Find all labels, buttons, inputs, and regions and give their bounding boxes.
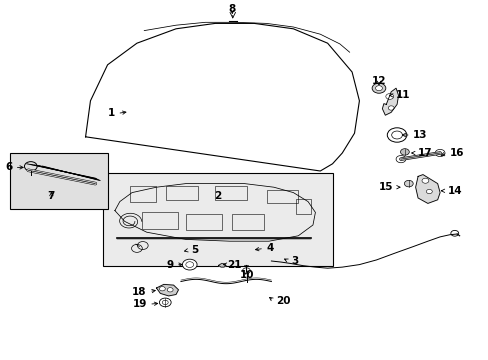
Circle shape: [375, 86, 382, 91]
Polygon shape: [156, 284, 178, 296]
Bar: [185, 214, 222, 230]
Text: 7: 7: [47, 191, 55, 201]
Circle shape: [159, 298, 171, 307]
Text: 20: 20: [276, 296, 290, 306]
Text: 1: 1: [107, 108, 115, 118]
Circle shape: [386, 128, 406, 142]
Circle shape: [182, 259, 197, 270]
Text: 8: 8: [228, 4, 235, 14]
Circle shape: [426, 189, 431, 194]
Text: 4: 4: [266, 243, 273, 253]
Text: 13: 13: [412, 130, 427, 140]
Polygon shape: [415, 175, 439, 203]
Text: 2: 2: [214, 191, 221, 201]
Circle shape: [421, 178, 428, 183]
Text: 9: 9: [166, 260, 173, 270]
Circle shape: [371, 83, 385, 93]
Circle shape: [242, 268, 250, 274]
Bar: [129, 186, 156, 202]
Circle shape: [167, 288, 173, 292]
Text: 21: 21: [227, 260, 242, 270]
Text: 17: 17: [417, 148, 432, 158]
Circle shape: [404, 180, 412, 187]
Bar: [266, 190, 298, 203]
Bar: [215, 186, 246, 200]
Bar: [166, 186, 198, 200]
Circle shape: [387, 106, 393, 110]
Text: 14: 14: [447, 186, 461, 196]
Bar: [232, 214, 264, 230]
Bar: [142, 212, 178, 229]
Polygon shape: [218, 264, 225, 267]
Text: 6: 6: [5, 162, 12, 172]
Bar: [295, 199, 311, 214]
Text: 12: 12: [371, 76, 386, 86]
Text: 5: 5: [190, 245, 198, 255]
Text: 19: 19: [132, 299, 146, 309]
Circle shape: [400, 149, 408, 155]
Circle shape: [159, 287, 165, 291]
Circle shape: [395, 156, 405, 163]
Text: 16: 16: [449, 148, 464, 158]
Text: 15: 15: [378, 182, 393, 192]
Circle shape: [434, 149, 444, 157]
Bar: [102, 173, 332, 266]
Circle shape: [385, 94, 393, 99]
Text: 3: 3: [290, 256, 298, 266]
Polygon shape: [382, 88, 398, 115]
Bar: [10, 153, 107, 209]
Text: 11: 11: [395, 90, 410, 100]
Text: 10: 10: [239, 270, 254, 280]
Text: 18: 18: [132, 287, 146, 297]
